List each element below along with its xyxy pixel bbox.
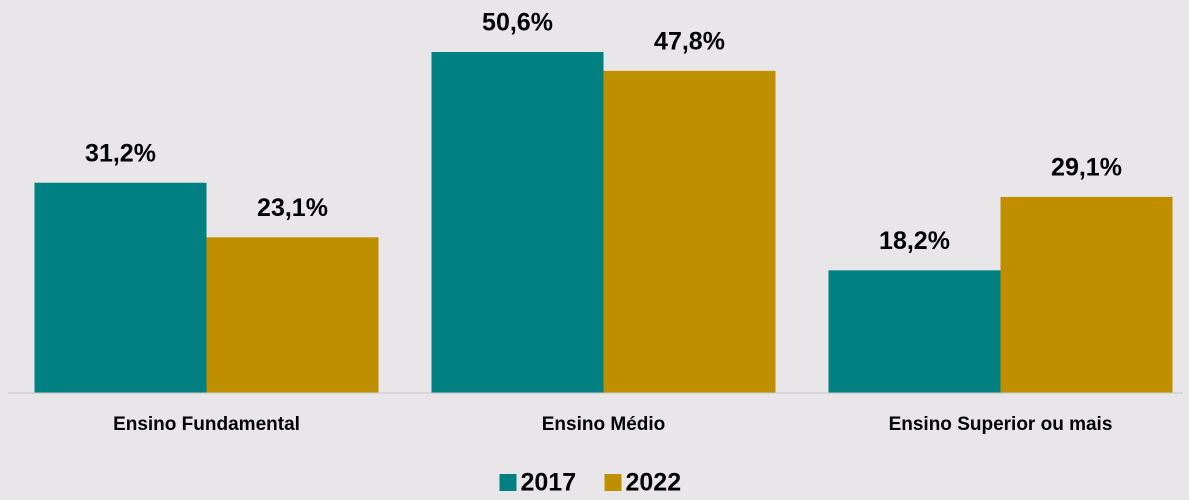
bar bbox=[828, 270, 1001, 393]
x-tick-label: Ensino Fundamental bbox=[113, 414, 300, 435]
bar bbox=[1000, 196, 1173, 393]
bar bbox=[603, 70, 776, 393]
value-label: 47,8% bbox=[654, 27, 725, 55]
value-label: 50,6% bbox=[482, 9, 553, 37]
legend-swatch bbox=[604, 474, 622, 491]
value-label: 29,1% bbox=[1051, 154, 1122, 182]
bar bbox=[206, 237, 379, 393]
legend-swatch bbox=[499, 474, 517, 491]
x-tick-label: Ensino Superior ou mais bbox=[889, 414, 1113, 435]
value-label: 23,1% bbox=[257, 194, 328, 222]
legend-label: 2022 bbox=[626, 469, 682, 497]
value-label: 18,2% bbox=[879, 227, 950, 255]
legend-label: 2017 bbox=[521, 469, 577, 497]
x-tick-label: Ensino Médio bbox=[542, 414, 666, 435]
value-label: 31,2% bbox=[85, 139, 156, 167]
bar bbox=[431, 52, 604, 393]
bar bbox=[34, 182, 207, 393]
